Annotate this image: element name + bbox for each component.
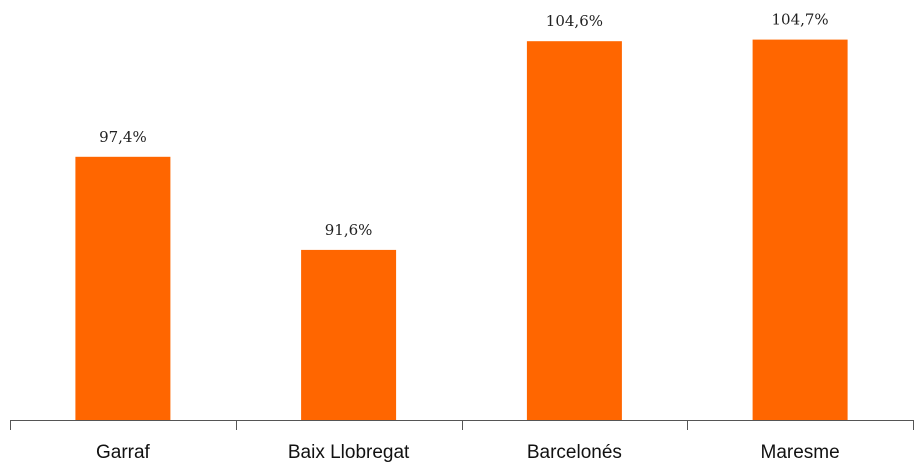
data-labels-group: 97,4% 91,6% 104,6% 104,7% [99, 11, 829, 239]
x-tick-label: Baix Llobregat [288, 442, 410, 463]
data-label: 97,4% [99, 128, 147, 146]
data-label: 91,6% [325, 221, 373, 239]
x-tick-label: Garraf [96, 442, 151, 463]
category-labels-group: Garraf Baix Llobregat Barcelonés Maresme [96, 442, 840, 463]
bar-maresme [752, 39, 848, 420]
data-label: 104,6% [546, 12, 603, 30]
bar-baix-llobregat [301, 249, 397, 420]
bar-garraf [75, 156, 171, 421]
x-axis [10, 420, 914, 430]
bar-barcelon-s [526, 41, 622, 420]
x-tick-label: Barcelonés [527, 442, 622, 463]
x-tick-label: Maresme [761, 442, 840, 463]
bars-group [75, 39, 848, 421]
data-label: 104,7% [771, 11, 828, 29]
